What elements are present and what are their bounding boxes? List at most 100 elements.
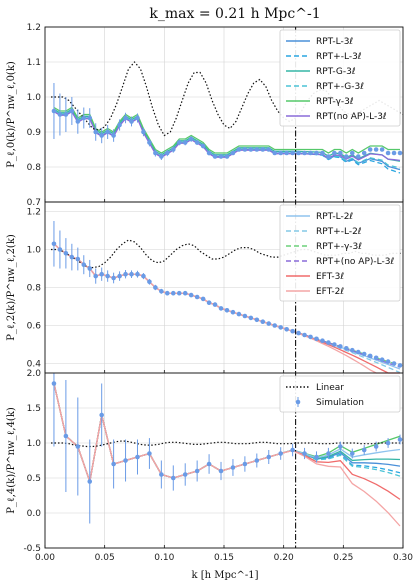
sim-point bbox=[367, 147, 373, 152]
panels: 0.7 0.8 0.9 1.0 1.1 1.2 P_ℓ,0(k)/P^nw_ℓ,0(k) RP… bbox=[6, 23, 413, 563]
sim-point bbox=[266, 147, 272, 152]
sim-point bbox=[290, 447, 295, 453]
y-tick-label: 0.9 bbox=[27, 128, 42, 138]
x-tick-label: 0.25 bbox=[333, 553, 353, 563]
y-axis-label-hexadecapole: P_ℓ,4(k)/P^nw_ℓ,4(k) bbox=[6, 407, 17, 514]
sim-point bbox=[260, 319, 266, 325]
sim-point bbox=[361, 351, 367, 357]
sim-point bbox=[296, 150, 301, 156]
y-tick-label: 1.5 bbox=[27, 404, 41, 414]
y-tick-label: 1.2 bbox=[27, 23, 41, 33]
sim-point bbox=[141, 273, 146, 279]
sim-point bbox=[81, 262, 87, 268]
sim-point bbox=[248, 315, 254, 321]
sim-point bbox=[182, 472, 188, 477]
sim-point bbox=[385, 359, 391, 364]
sim-point bbox=[176, 290, 182, 296]
sim-point bbox=[224, 154, 230, 159]
sim-point bbox=[93, 129, 99, 135]
sim-point bbox=[314, 336, 319, 342]
figure-title: k_max = 0.21 h Mpc^-1 bbox=[149, 6, 320, 22]
sim-point bbox=[314, 150, 319, 156]
legend-entry-label: EFT-2ℓ bbox=[316, 287, 344, 297]
sim-point bbox=[373, 444, 379, 449]
sim-point bbox=[373, 355, 379, 361]
sim-point bbox=[230, 465, 236, 470]
sim-point bbox=[51, 241, 57, 247]
legend-entry-label: RPT+-G-3ℓ bbox=[316, 82, 364, 92]
sim-point bbox=[349, 150, 355, 156]
sim-point bbox=[302, 451, 307, 456]
sim-point bbox=[373, 147, 379, 152]
sim-point bbox=[302, 150, 307, 156]
sim-point bbox=[218, 154, 224, 159]
sim-point bbox=[326, 340, 331, 345]
sim-point bbox=[51, 108, 57, 114]
x-tick-label: 0.15 bbox=[214, 553, 234, 563]
sim-point bbox=[254, 458, 260, 463]
legend-entry-label: RPT-L-2ℓ bbox=[316, 212, 353, 222]
legend-box bbox=[279, 204, 401, 302]
y-axis-label-quadrupole: P_ℓ,2(k)/P^nw_ℓ,2(k) bbox=[6, 234, 17, 341]
legend-swatch-point bbox=[295, 399, 301, 405]
sim-point bbox=[117, 122, 122, 128]
sim-point bbox=[278, 150, 283, 156]
sim-point bbox=[266, 454, 272, 460]
y-axis-label-monopole: P_ℓ,0(k)/P^nw_ℓ,0(k) bbox=[6, 61, 17, 168]
sim-point bbox=[194, 468, 200, 474]
sim-point bbox=[218, 306, 224, 311]
x-axis-label: k [h Mpc^-1] bbox=[191, 570, 258, 581]
sim-point bbox=[326, 451, 331, 456]
y-tick-label: 0.8 bbox=[27, 163, 42, 173]
sim-point bbox=[93, 273, 99, 279]
sim-point bbox=[135, 115, 140, 121]
sim-point bbox=[111, 461, 116, 467]
y-tick-label: -0.5 bbox=[23, 544, 41, 554]
sim-point bbox=[111, 275, 116, 281]
sim-point bbox=[105, 273, 110, 279]
legend-entry-label: Linear bbox=[316, 383, 344, 393]
linear-curve bbox=[51, 239, 403, 269]
sim-point bbox=[254, 147, 260, 152]
sim-point bbox=[165, 150, 170, 156]
sim-point bbox=[272, 323, 278, 328]
sim-point bbox=[63, 251, 69, 256]
y-tick-label: 1.2 bbox=[27, 208, 41, 218]
sim-point bbox=[182, 140, 188, 145]
sim-point bbox=[87, 266, 93, 271]
model-curve-3 bbox=[53, 110, 401, 169]
x-tick-label: 0.10 bbox=[154, 553, 174, 563]
legend-box bbox=[279, 29, 401, 127]
y-tick-label: 0.6 bbox=[27, 322, 42, 332]
sim-point bbox=[224, 308, 230, 313]
sim-point bbox=[236, 311, 242, 317]
sim-point bbox=[69, 108, 75, 114]
sim-point bbox=[117, 273, 122, 279]
sim-point bbox=[69, 254, 75, 260]
sim-point bbox=[176, 140, 182, 145]
sim-point bbox=[326, 154, 331, 159]
sim-point bbox=[159, 154, 164, 159]
sim-point bbox=[272, 150, 278, 156]
sim-point bbox=[332, 150, 337, 156]
sim-point bbox=[320, 338, 325, 344]
sim-point bbox=[218, 468, 224, 474]
sim-point bbox=[397, 363, 403, 368]
sim-point bbox=[87, 479, 93, 484]
sim-point bbox=[170, 147, 176, 152]
sim-point bbox=[188, 136, 194, 142]
y-tick-label: 0.4 bbox=[27, 360, 42, 370]
legend-entry-label: RPT+(no AP)-L-3ℓ bbox=[316, 257, 394, 267]
sim-point bbox=[99, 271, 104, 277]
sim-point bbox=[57, 247, 63, 252]
sim-point bbox=[355, 349, 361, 355]
sim-point bbox=[308, 334, 313, 340]
sim-point bbox=[147, 451, 152, 456]
x-tick-label: 0.00 bbox=[35, 553, 55, 563]
model-curve-1 bbox=[53, 110, 401, 174]
sim-point bbox=[111, 133, 116, 138]
sim-point bbox=[379, 147, 385, 152]
sim-point bbox=[147, 140, 152, 145]
sim-point bbox=[129, 271, 134, 277]
